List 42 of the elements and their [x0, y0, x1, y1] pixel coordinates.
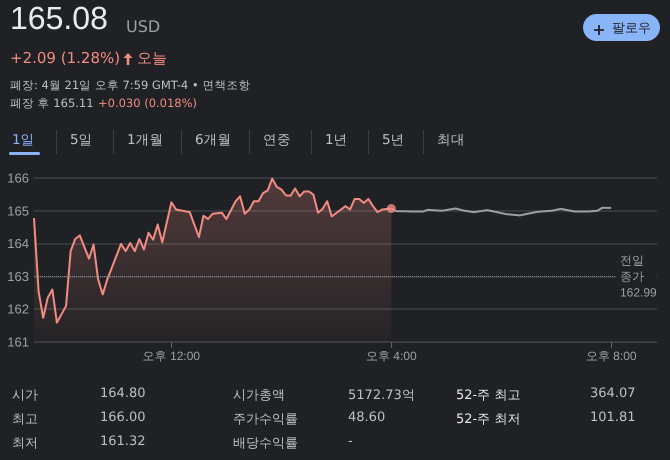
- y-tick-label: 164: [7, 236, 29, 252]
- text: 364.07: [590, 386, 636, 401]
- text: 오늘: [137, 49, 167, 68]
- text: 팔로우: [612, 20, 651, 37]
- text: +0.030 (0.018%): [98, 96, 198, 110]
- y-tick-label: 166: [7, 170, 29, 186]
- text: 1일: [12, 131, 35, 149]
- text: USD: [126, 17, 160, 36]
- text: 1년: [325, 131, 348, 149]
- text: 52-주 최고: [456, 387, 520, 404]
- text: 시가: [12, 387, 38, 404]
- text: 5년: [382, 131, 405, 149]
- y-tick-label: 161: [7, 334, 29, 350]
- y-tick-label: 163: [7, 268, 29, 284]
- x-tick-label: 오후 8:00: [586, 349, 637, 363]
- text: 최고: [12, 411, 38, 428]
- text: 최대: [437, 131, 465, 149]
- text: 166.00: [100, 410, 146, 425]
- text: 101.81: [590, 410, 636, 425]
- text: 주가수익률: [233, 411, 298, 428]
- text: 폐장: 4월 21일 오후 7:59 GMT-4 • 면책조항: [10, 78, 250, 93]
- text: 161.32: [100, 434, 146, 449]
- text: 52-주 최저: [456, 411, 520, 428]
- text: 시가총액: [233, 387, 285, 404]
- text: 5172.73억: [348, 387, 415, 404]
- chart-title: 165.08: [10, 0, 108, 37]
- text: 48.60: [348, 410, 386, 425]
- x-tick-label: 오후 4:00: [366, 349, 417, 363]
- text: 폐장 후 165.11: [10, 96, 94, 111]
- y-tick-label: 162: [7, 302, 29, 317]
- text: +2.09 (1.28%): [10, 49, 120, 67]
- text: 1개월: [127, 131, 164, 149]
- text: 6개월: [195, 131, 232, 149]
- x-tick-label: 오후 12:00: [142, 349, 200, 363]
- y-tick-label: 165: [7, 203, 29, 218]
- text: 164.80: [100, 386, 146, 401]
- text: 연중: [263, 131, 291, 149]
- text: -: [348, 434, 353, 449]
- ref-line-label: 전일 종가 162.99: [620, 254, 658, 300]
- text: 5일: [70, 131, 93, 149]
- text: 최저: [12, 435, 38, 452]
- text: 배당수익률: [233, 435, 298, 452]
